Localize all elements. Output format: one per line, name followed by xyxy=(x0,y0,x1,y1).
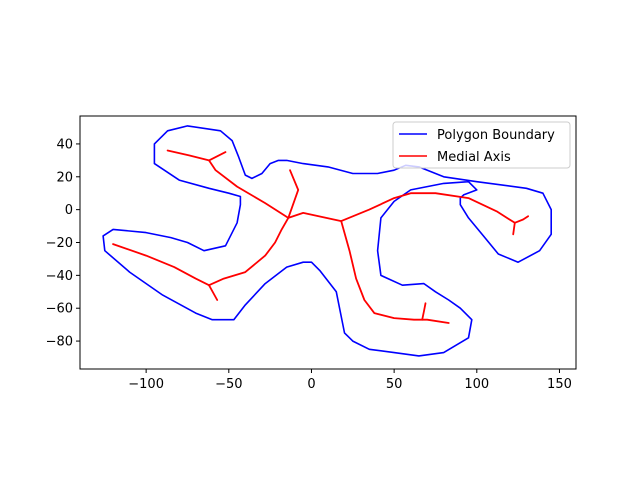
y-tick-label: −80 xyxy=(46,335,73,350)
axis-ticks: −100 −50 0 50 100 150 40 20 0 −20 −40 −60 −80 xyxy=(46,137,572,392)
y-tick-label: −20 xyxy=(46,236,73,251)
medial-axis-segment xyxy=(512,221,516,236)
medial-axis-segment xyxy=(208,284,219,301)
y-tick-label: −60 xyxy=(46,302,73,317)
legend-box xyxy=(392,121,571,169)
legend: Polygon Boundary Medial Axis xyxy=(392,121,571,169)
x-tick-label: −100 xyxy=(128,377,164,392)
x-tick-label: 0 xyxy=(307,377,315,392)
legend-label-polygon-boundary: Polygon Boundary xyxy=(437,128,555,143)
y-tick-label: 20 xyxy=(56,170,73,185)
medial-axis-segment xyxy=(287,169,300,219)
y-tick-label: 0 xyxy=(65,203,73,218)
medial-axis-segment xyxy=(112,243,210,287)
x-tick-label: 50 xyxy=(386,377,403,392)
polygon-boundary-line xyxy=(102,125,552,357)
x-tick-label: 100 xyxy=(464,377,489,392)
y-tick-label: −40 xyxy=(46,269,73,284)
x-tick-label: 150 xyxy=(547,377,572,392)
medial-axis-segment xyxy=(166,149,227,162)
medial-axis-segment xyxy=(208,217,290,287)
y-tick-label: 40 xyxy=(56,137,73,152)
medial-axis-segment xyxy=(421,302,427,321)
medial-axis-segment xyxy=(208,159,529,224)
x-tick-label: −50 xyxy=(215,377,242,392)
plot-area xyxy=(102,125,552,357)
legend-label-medial-axis: Medial Axis xyxy=(437,150,511,165)
